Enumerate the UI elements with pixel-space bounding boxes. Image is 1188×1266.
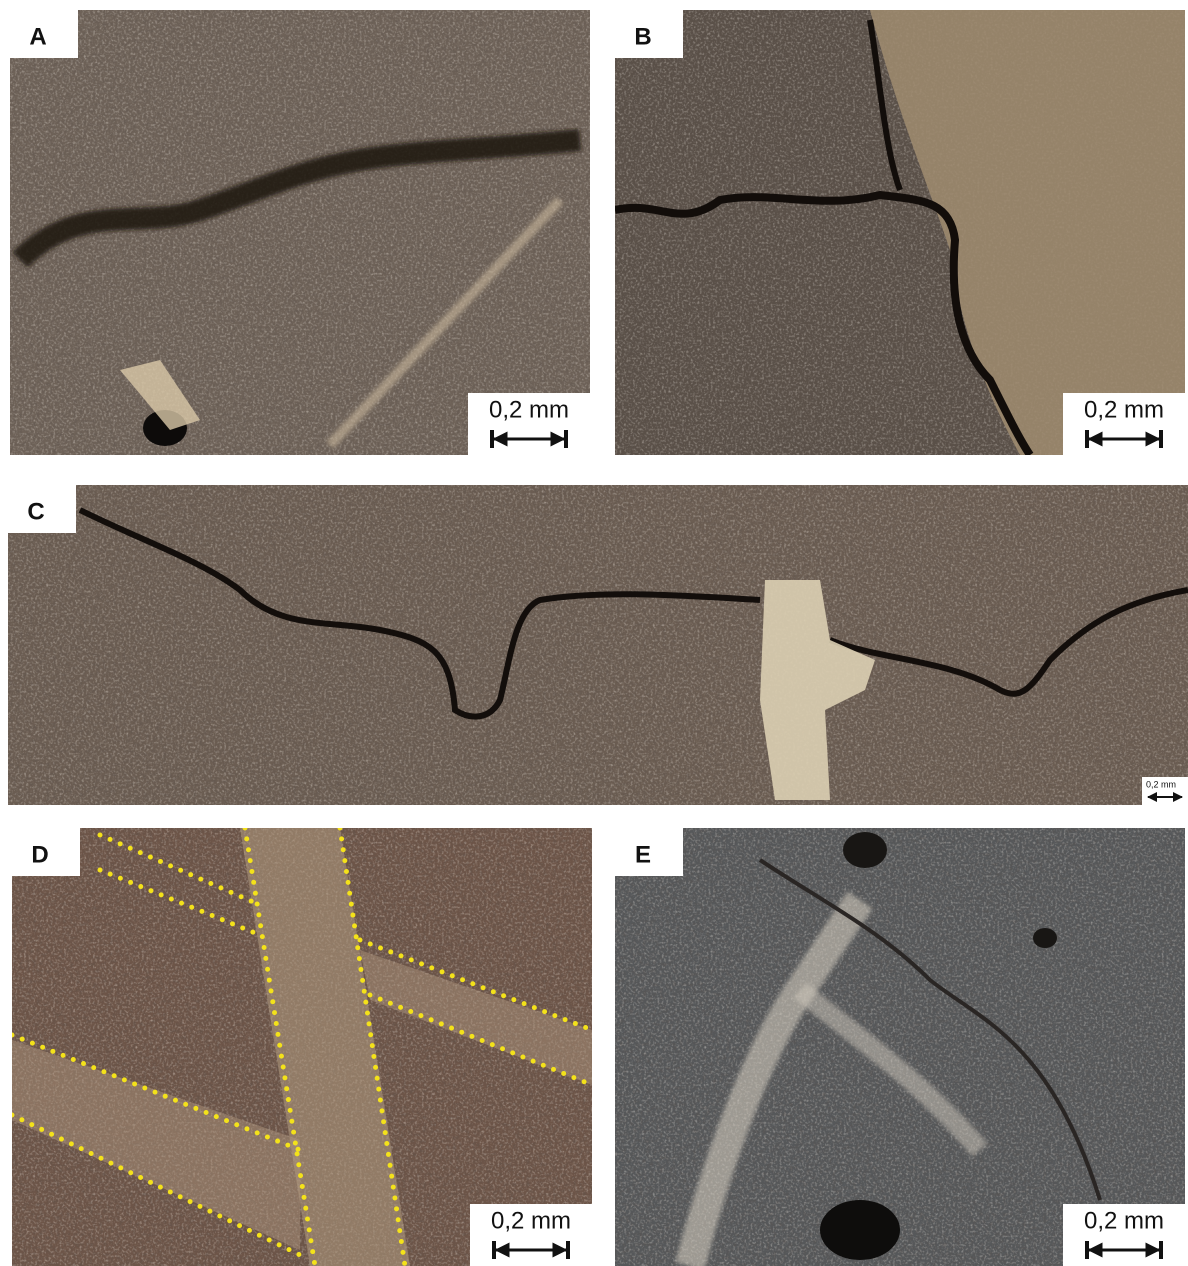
micrograph-panel: D 0,2 mm	[12, 828, 592, 1266]
panel-image	[10, 10, 590, 455]
particle	[843, 832, 887, 868]
panel-label: E	[635, 841, 651, 868]
scale-text: 0,2 mm	[491, 1207, 571, 1234]
micrograph-panel: A 0,2 mm	[10, 10, 590, 455]
scale-text: 0,2 mm	[1084, 1207, 1164, 1234]
panel-label: B	[634, 23, 651, 50]
texture	[8, 485, 1188, 805]
scale-text: 0,2 mm	[489, 396, 569, 423]
panel-image	[615, 828, 1185, 1266]
particle	[820, 1200, 900, 1260]
panel-label: D	[31, 841, 48, 868]
panel-image	[12, 828, 592, 1266]
panel-label: C	[27, 498, 44, 525]
particle	[1033, 928, 1057, 948]
scale-text: 0,2 mm	[1084, 396, 1164, 423]
figure: A 0,2 mm B 0,2 mm C 0,2 mm D 0,2 mm E 0,2 mm	[0, 0, 1188, 1266]
scale-text: 0,2 mm	[1146, 779, 1176, 789]
micrograph-panel: B 0,2 mm	[615, 10, 1185, 455]
panel-label: A	[29, 23, 46, 50]
micrograph-panel: C 0,2 mm	[8, 485, 1188, 805]
panel-image	[8, 485, 1188, 805]
micrograph-panel: E 0,2 mm	[615, 828, 1185, 1266]
panel-image	[615, 10, 1185, 455]
